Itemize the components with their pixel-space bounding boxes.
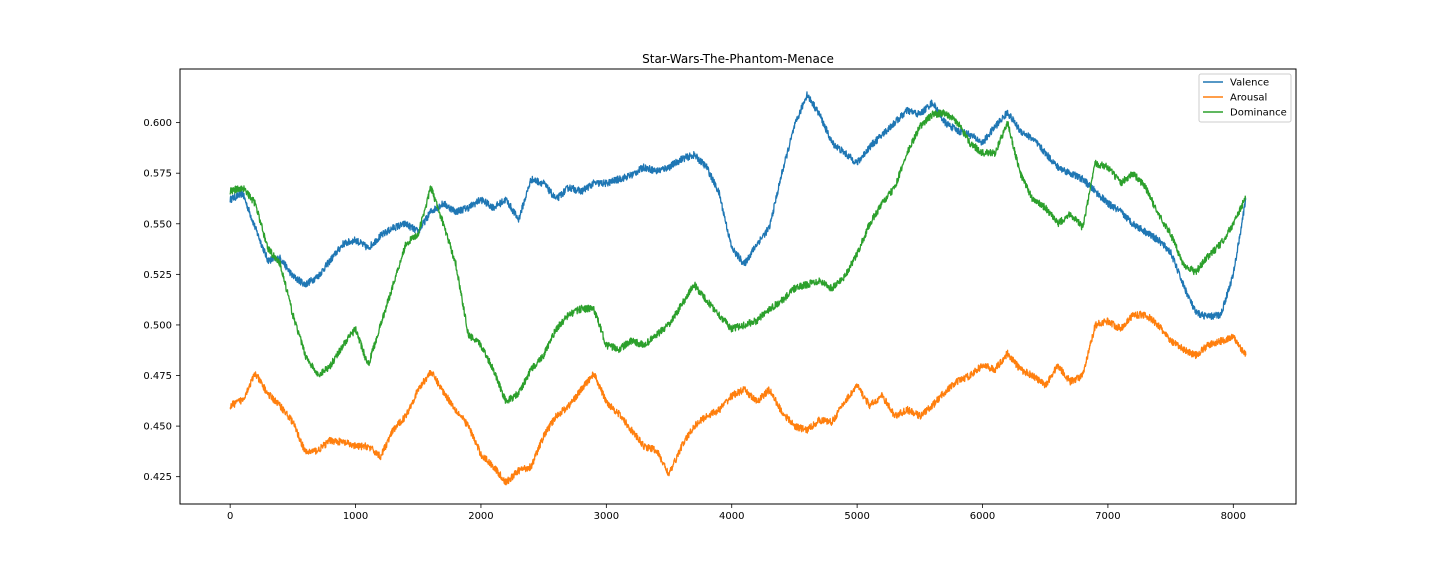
x-tick-label: 0 xyxy=(227,511,233,522)
x-tick-label: 8000 xyxy=(1221,511,1246,522)
y-axis: 0.425 0.450 0.475 0.500 0.525 0.550 0.575 0.600 xyxy=(143,118,180,483)
legend-label-arousal: Arousal xyxy=(1230,93,1267,104)
legend-box xyxy=(1198,73,1292,123)
series-line-dominance xyxy=(229,109,1247,404)
legend: Valence Arousal Dominance xyxy=(1198,73,1292,123)
series-line-arousal xyxy=(229,310,1247,486)
legend-label-valence: Valence xyxy=(1230,78,1269,89)
x-axis: 0 1000 2000 3000 4000 5000 6000 7000 8000 xyxy=(227,504,1246,522)
y-tick-label: 0.425 xyxy=(143,472,172,483)
x-tick-label: 7000 xyxy=(1095,511,1120,522)
y-tick-label: 0.450 xyxy=(143,422,172,433)
legend-label-dominance: Dominance xyxy=(1230,108,1287,119)
chart-title: Star-Wars-The-Phantom-Menace xyxy=(642,52,834,66)
x-tick-label: 4000 xyxy=(719,511,744,522)
x-tick-label: 1000 xyxy=(343,511,368,522)
series-line-valence xyxy=(229,91,1247,321)
y-tick-label: 0.525 xyxy=(143,270,172,281)
y-tick-label: 0.575 xyxy=(143,169,172,180)
y-tick-label: 0.475 xyxy=(143,371,172,382)
x-tick-label: 3000 xyxy=(594,511,619,522)
y-tick-label: 0.600 xyxy=(143,118,172,129)
x-tick-label: 6000 xyxy=(970,511,995,522)
plot-frame xyxy=(179,68,1297,505)
y-tick-label: 0.550 xyxy=(143,219,172,230)
y-tick-label: 0.500 xyxy=(143,320,172,331)
x-tick-label: 5000 xyxy=(844,511,869,522)
x-tick-label: 2000 xyxy=(468,511,493,522)
series-layer xyxy=(229,91,1247,486)
